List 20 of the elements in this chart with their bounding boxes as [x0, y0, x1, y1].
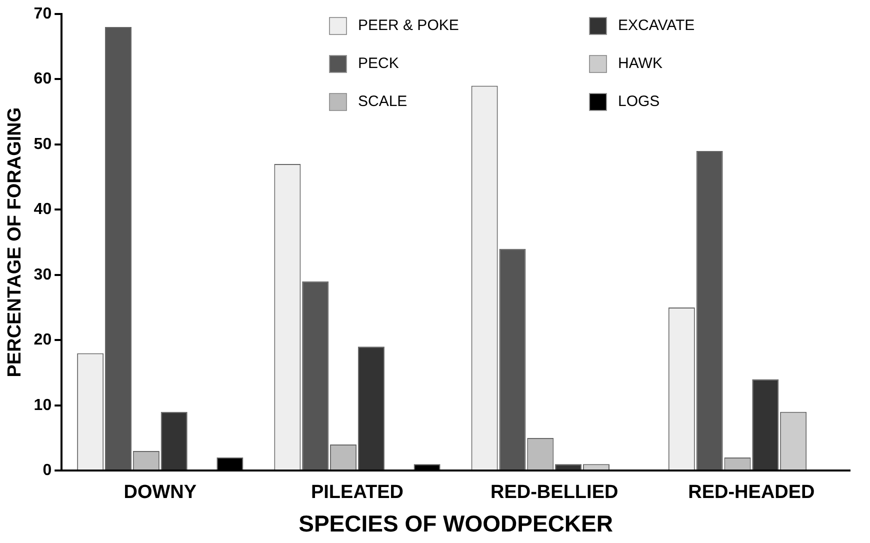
x-tick-label: DOWNY [124, 482, 197, 504]
y-axis-title: PERCENTAGE OF FORAGING [4, 107, 26, 378]
y-tick-label: 50 [34, 136, 52, 153]
x-axis-title: SPECIES OF WOODPECKER [298, 510, 614, 537]
legend-label: PECK [358, 55, 399, 72]
legend-label: PEER & POKE [358, 17, 459, 34]
y-tick-label: 40 [34, 201, 52, 218]
legend-label: SCALE [358, 93, 408, 110]
x-tick-label: RED-BELLIED [490, 482, 618, 504]
x-tick-label: PILEATED [310, 482, 404, 504]
x-tick-label: RED-HEADED [688, 482, 815, 504]
y-tick-label: 60 [34, 70, 52, 88]
y-tick-label: 20 [34, 332, 52, 349]
y-tick-label: 10 [34, 396, 52, 414]
legend-label: LOGS [618, 93, 660, 110]
y-tick-label: 30 [34, 266, 52, 284]
legend-label: HAWK [618, 55, 662, 72]
y-tick-label: 70 [34, 5, 52, 22]
y-tick-label: 0 [42, 462, 52, 480]
legend-label: EXCAVATE [618, 17, 695, 34]
